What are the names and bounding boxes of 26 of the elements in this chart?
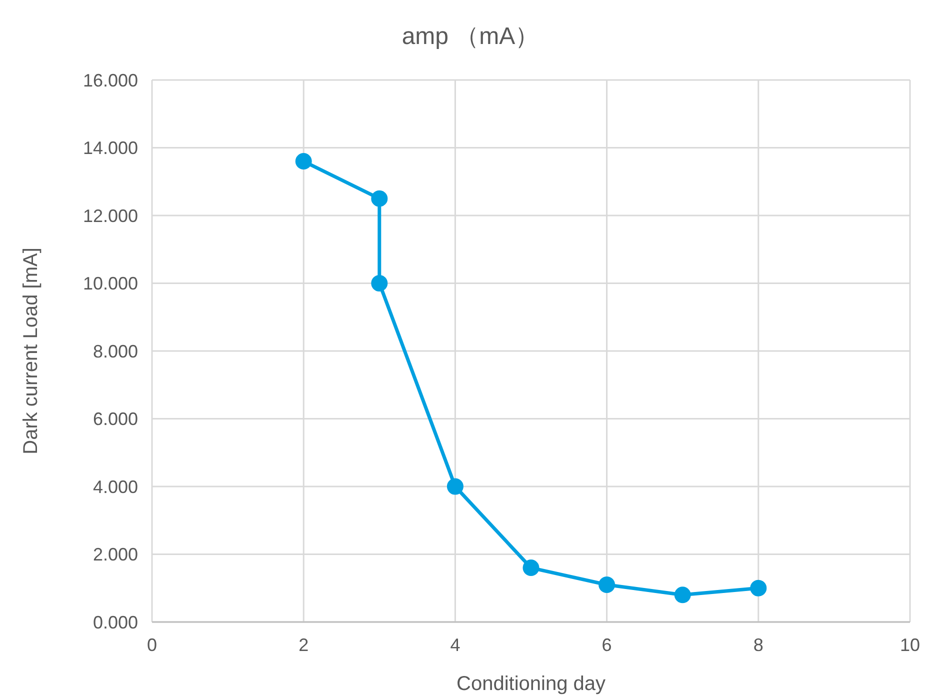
point <box>371 190 388 207</box>
point <box>750 580 767 596</box>
y-tick-label: 10.000 <box>82 274 138 294</box>
x-tick-label: 10 <box>900 634 920 655</box>
y-tick-label: 16.000 <box>82 70 138 90</box>
y-tick-label: 12.000 <box>82 206 138 226</box>
x-axis-title: Conditioning day <box>456 673 606 695</box>
y-tick-label: 14.000 <box>82 138 138 158</box>
y-tick-label: 6.000 <box>92 409 138 430</box>
y-tick-label: 4.000 <box>92 476 138 497</box>
x-tick-label: 0 <box>146 634 158 655</box>
point <box>371 275 388 292</box>
chart-title: amp （mA） <box>400 22 540 52</box>
point <box>446 478 464 495</box>
y-tick-label: 8.000 <box>92 341 138 362</box>
point <box>598 576 616 593</box>
y-tick-label: 0.000 <box>92 612 138 632</box>
y-tick-label: 2.000 <box>92 544 138 565</box>
x-tick-label: 8 <box>753 634 764 655</box>
x-tick-label: 2 <box>298 634 309 655</box>
x-tick-label: 6 <box>602 634 612 655</box>
point <box>522 560 540 576</box>
point <box>674 586 691 604</box>
y-axis-title: Dark current Load [mA] <box>20 248 42 454</box>
x-tick-label: 4 <box>450 634 460 655</box>
point <box>295 153 312 170</box>
